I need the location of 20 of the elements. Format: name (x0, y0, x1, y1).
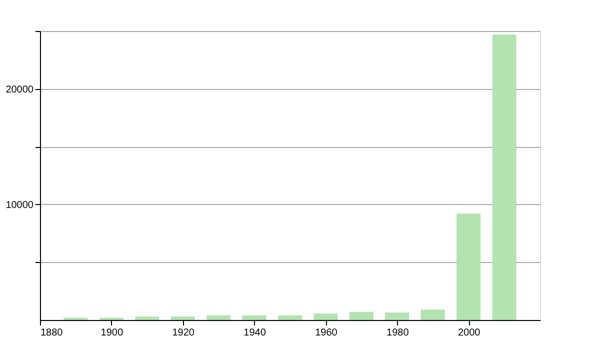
x-tick-label: 2000 (458, 328, 481, 338)
x-tick-label: 1920 (172, 328, 195, 338)
x-tick-label: 1980 (386, 328, 410, 338)
bar (492, 34, 516, 320)
bar (314, 314, 338, 320)
bar (206, 315, 231, 320)
bar (385, 312, 410, 320)
x-tick-label: 1940 (244, 328, 266, 338)
bar (420, 310, 445, 320)
bar (170, 316, 195, 320)
x-tick-label: 1880 (40, 328, 64, 338)
bar (242, 315, 266, 320)
bar (456, 214, 481, 320)
x-tick-label: 1960 (315, 328, 338, 338)
x-tick-label: 1900 (100, 328, 124, 338)
y-tick-label: 20000 (6, 84, 34, 96)
bar (135, 316, 160, 320)
bar (278, 315, 302, 320)
y-tick-label: 10000 (6, 200, 34, 211)
bar (349, 312, 374, 320)
